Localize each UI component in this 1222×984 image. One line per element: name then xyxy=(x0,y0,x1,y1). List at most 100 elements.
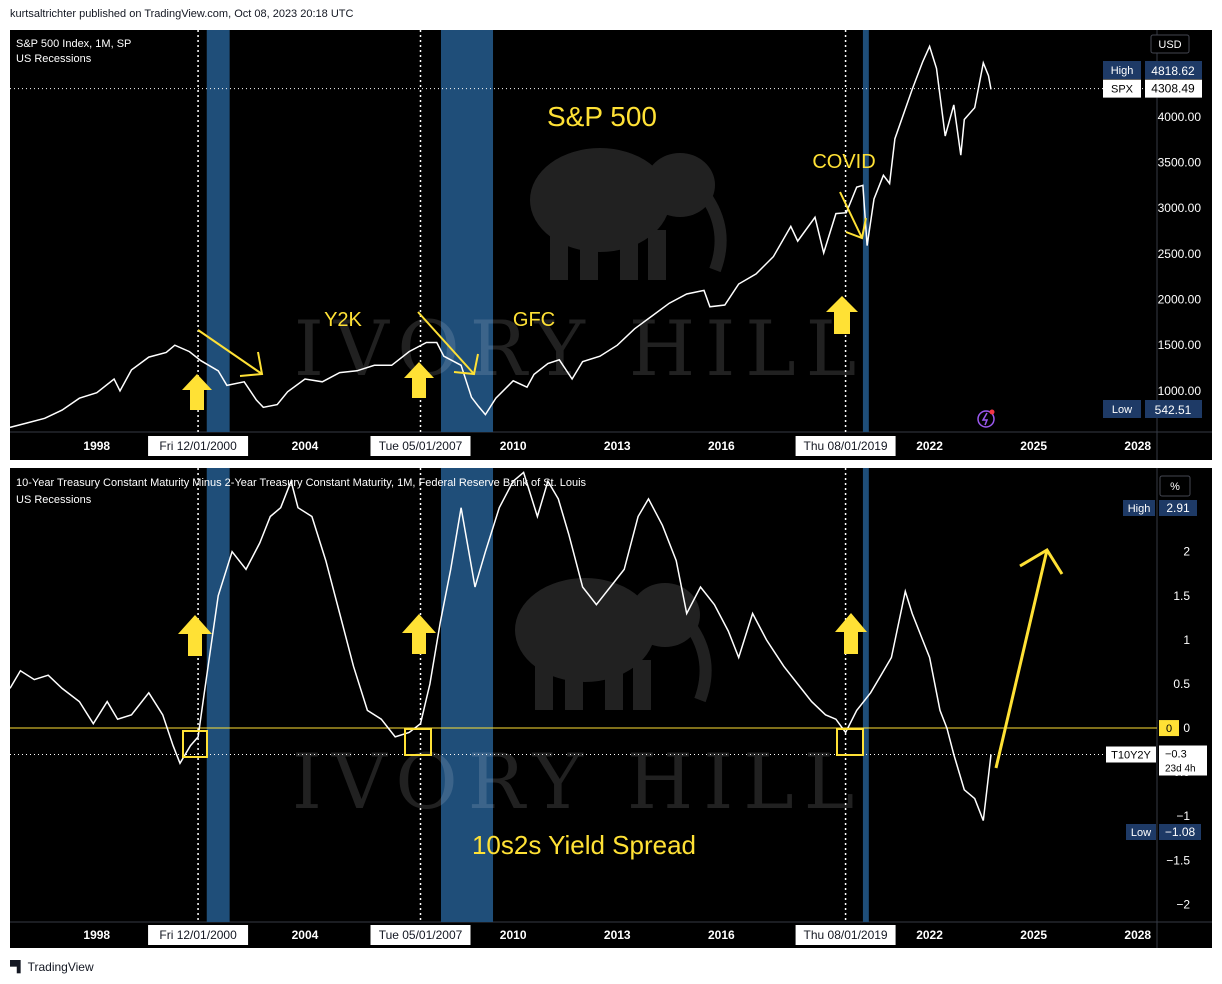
projection-arrow-icon xyxy=(994,547,1064,769)
plot-area-top xyxy=(10,30,1157,432)
annotation-up-arrows xyxy=(178,613,867,656)
high-badge xyxy=(1123,500,1155,516)
high-label: High xyxy=(1111,65,1134,77)
low-value-badge xyxy=(1145,400,1202,418)
last-symbol-badge xyxy=(1103,79,1141,98)
date-label: Thu 08/01/2019 xyxy=(804,439,888,453)
last-price: 4308.49 xyxy=(1151,82,1195,96)
date-label-badge xyxy=(148,925,249,945)
elephant-logo-icon xyxy=(515,578,712,710)
inversion-box xyxy=(404,728,432,756)
inversion-markers xyxy=(182,728,864,758)
label-gfc: GFC xyxy=(513,309,555,331)
x-tick-label: 2025 xyxy=(1020,439,1047,453)
zero-badge xyxy=(1159,720,1179,737)
high-value: 2.91 xyxy=(1166,501,1190,515)
date-label-badge xyxy=(148,436,249,456)
bar-countdown: 23d 4h xyxy=(1165,764,1196,775)
pane-title: 10-Year Treasury Constant Maturity Minus… xyxy=(16,477,587,489)
high-badge xyxy=(1103,61,1141,79)
spx-series-line xyxy=(9,44,992,429)
pane-subtitle: US Recessions xyxy=(16,53,92,65)
up-arrow-icon xyxy=(404,362,434,398)
date-label-badge xyxy=(370,925,471,945)
up-arrow-icon xyxy=(402,614,436,654)
annotation-title: 10s2s Yield Spread xyxy=(472,830,696,860)
watermark: IVORY HILL xyxy=(292,578,854,826)
pane-title: S&P 500 Index, 1M, SP xyxy=(16,38,131,50)
x-tick-label: 2028 xyxy=(1124,928,1151,942)
elephant-logo-icon xyxy=(530,148,727,280)
high-value: 4818.62 xyxy=(1151,64,1195,78)
last-symbol-badge xyxy=(1106,746,1156,763)
pane-subtitle: US Recessions xyxy=(16,494,92,506)
x-tick-label: 2004 xyxy=(292,928,319,942)
x-tick-label: 2013 xyxy=(604,439,631,453)
last-symbol: SPX xyxy=(1111,84,1134,96)
inversion-box xyxy=(836,728,864,756)
x-tick-label: 2004 xyxy=(292,439,319,453)
high-value-badge xyxy=(1145,61,1202,79)
low-value: 542.51 xyxy=(1155,403,1192,417)
annotation-title: S&P 500 xyxy=(547,101,657,132)
y-tick-label: 1.5 xyxy=(1173,589,1190,603)
event-lines xyxy=(197,468,847,922)
plot-area-bottom xyxy=(10,468,1157,922)
replay-icon[interactable] xyxy=(977,409,995,428)
y-tick-label: 0.5 xyxy=(1173,677,1190,691)
unit-label: % xyxy=(1170,481,1180,493)
y-tick-label: 1000.00 xyxy=(1158,384,1202,398)
arrow-down-icon xyxy=(417,311,479,376)
date-label-badge xyxy=(795,925,896,945)
x-tick-label: 2016 xyxy=(708,928,735,942)
low-label: Low xyxy=(1131,827,1151,839)
last-symbol: T10Y2Y xyxy=(1111,750,1151,762)
low-value-badge xyxy=(1159,824,1201,840)
last-value-badge xyxy=(1159,745,1207,776)
date-label: Fri 12/01/2000 xyxy=(159,439,237,453)
x-axis-ticks: 1998 2004 2010 2013 2016 2022 2025 2028 xyxy=(83,928,1151,942)
low-badge xyxy=(1103,400,1141,418)
recession-band xyxy=(206,468,230,922)
annotation-up-arrows xyxy=(182,296,858,410)
y-tick-label: −1 xyxy=(1176,809,1190,823)
y-tick-label: 1500.00 xyxy=(1158,338,1202,352)
y-tick-label: 2500.00 xyxy=(1158,247,1202,261)
tv-logo-icon: ▀▌ xyxy=(10,961,25,973)
date-label: Thu 08/01/2019 xyxy=(804,928,888,942)
y-tick-label: 3500.00 xyxy=(1158,155,1202,169)
x-tick-label: 2016 xyxy=(708,439,735,453)
x-tick-label: 2022 xyxy=(916,928,943,942)
label-y2k: Y2K xyxy=(324,309,362,331)
inversion-box xyxy=(182,730,208,758)
y-tick-label: 4000.00 xyxy=(1158,110,1202,124)
date-label-badge xyxy=(795,436,896,456)
y-tick-label: 2000.00 xyxy=(1158,293,1202,307)
x-tick-label: 2028 xyxy=(1124,439,1151,453)
x-tick-label: 1998 xyxy=(83,439,110,453)
date-label: Tue 05/01/2007 xyxy=(379,928,463,942)
footer: ▀▌ TradingView xyxy=(10,956,94,978)
currency-button[interactable] xyxy=(1150,34,1190,54)
footer-brand[interactable]: TradingView xyxy=(27,960,94,974)
pane-bottom: IVORY HILL −2−1.5−1−0.500.511.522.5 1998… xyxy=(9,468,1212,948)
low-badge xyxy=(1126,824,1156,840)
crosshair-date-labels: Fri 12/01/2000 Tue 05/01/2007 Thu 08/01/20… xyxy=(148,925,896,945)
x-tick-label: 2022 xyxy=(916,439,943,453)
last-value: −0.3 xyxy=(1165,749,1187,761)
high-label: High xyxy=(1128,503,1151,515)
x-tick-label: 2013 xyxy=(604,928,631,942)
x-axis-ticks: 1998 2004 2010 2013 2016 2022 2025 2028 xyxy=(83,439,1151,453)
low-label: Low xyxy=(1112,404,1132,416)
up-arrow-icon xyxy=(826,296,858,334)
unit-button[interactable] xyxy=(1159,475,1191,497)
y-tick-label: 3000.00 xyxy=(1158,201,1202,215)
y-tick-label: 1 xyxy=(1183,633,1190,647)
publish-header: kurtsaltrichter published on TradingView… xyxy=(10,8,354,20)
low-value: −1.08 xyxy=(1165,825,1196,839)
watermark: IVORY HILL xyxy=(294,148,856,393)
zero-label: 0 xyxy=(1166,723,1172,735)
arrow-down-icon xyxy=(839,191,867,240)
price-scale-bottom[interactable] xyxy=(1157,468,1212,922)
